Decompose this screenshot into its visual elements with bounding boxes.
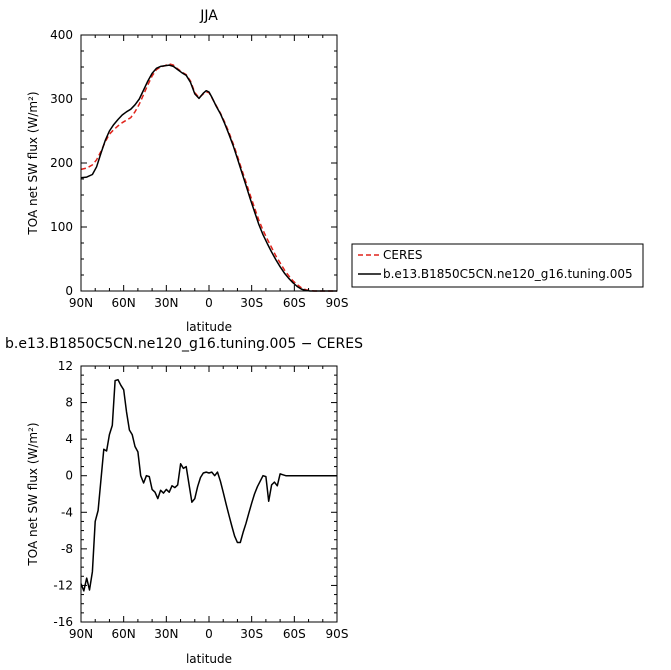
top-chart-title: JJA [199,8,218,24]
top-x-axis-label: latitude [186,320,232,334]
legend: CERES b.e13.B1850C5CN.ne120_g16.tuning.0… [351,243,644,288]
legend-box [351,243,644,288]
bottom-y-tick-label: -4 [61,505,73,519]
bottom-x-tick-label: 30N [154,627,178,641]
bottom-y-tick-label: 12 [58,359,73,373]
bottom-y-tick-label: -12 [53,578,73,592]
top-x-tick-label: 60S [283,296,306,310]
bottom-chart-title: b.e13.B1850C5CN.ne120_g16.tuning.005 − C… [5,336,363,352]
top-y-tick-label: 300 [50,92,73,106]
top-y-tick-label: 200 [50,156,73,170]
bottom-x-tick-label: 90S [326,627,349,641]
top-x-tick-label: 30S [240,296,263,310]
top-panel: JJA TOA net SW flux (W/m²) latitude 90N 6… [26,8,348,334]
bottom-y-axis-label: TOA net SW flux (W/m²) [26,422,40,566]
bottom-x-axis-label: latitude [186,652,232,666]
top-plot-frame [80,34,338,292]
legend-label-model: b.e13.B1850C5CN.ne120_g16.tuning.005 [383,267,633,281]
top-y-axis-label: TOA net SW flux (W/m²) [26,91,40,235]
top-y-tick-label: 400 [50,28,73,42]
top-series-line-1 [80,64,337,292]
top-x-tick-label: 90S [326,296,349,310]
bottom-plot-frame [80,365,338,623]
bottom-x-tick-label: 30S [240,627,263,641]
bottom-panel: b.e13.B1850C5CN.ne120_g16.tuning.005 − C… [5,336,363,666]
bottom-x-tick-label: 0 [205,627,213,641]
top-x-tick-label: 90N [69,296,93,310]
top-x-tick-label: 30N [154,296,178,310]
top-plot-area: 90N 60N 30N 0 30S 60S 90S 0 100 200 300 400 [50,28,348,310]
top-x-tick-label: 0 [205,296,213,310]
top-y-tick-label: 100 [50,220,73,234]
top-series-line-0 [80,63,337,292]
bottom-plot-area: 90N 60N 30N 0 30S 60S 90S -16 -12 -8 -4 0 4 8 12 [53,359,348,641]
bottom-y-tick-label: 8 [65,396,73,410]
bottom-x-tick-label: 90N [69,627,93,641]
bottom-y-tick-label: -8 [61,542,73,556]
top-y-tick-label: 0 [65,284,73,298]
top-x-tick-label: 60N [112,296,136,310]
bottom-y-tick-label: 0 [65,469,73,483]
bottom-x-tick-label: 60S [283,627,306,641]
bottom-series-line-0 [80,378,337,592]
bottom-y-tick-label: -16 [53,615,73,629]
legend-label-ceres: CERES [383,248,423,262]
bottom-x-tick-label: 60N [112,627,136,641]
bottom-y-tick-label: 4 [65,432,73,446]
